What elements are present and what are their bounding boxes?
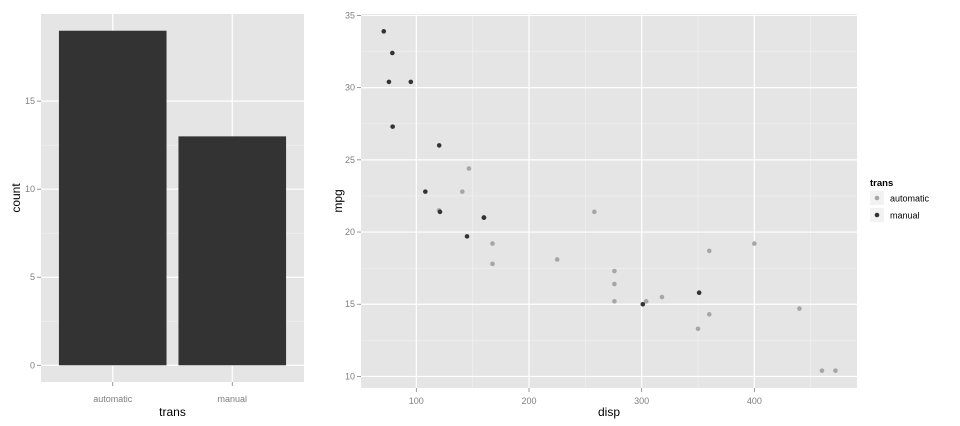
point-automatic (695, 326, 701, 332)
point-automatic (554, 257, 560, 262)
point-automatic (612, 299, 617, 304)
scatter-chart-points (381, 29, 838, 373)
bar-chart-x-axis-title: trans (159, 405, 186, 419)
point-automatic (833, 368, 838, 373)
scatter-chart-panel (361, 14, 857, 388)
legend-label-automatic: automatic (890, 194, 930, 204)
bar-automatic (58, 30, 167, 366)
point-manual (390, 50, 395, 56)
scatter-chart-y-ticks: 10 15 20 25 30 35 (345, 10, 361, 381)
scatter-chart-y-tick-label: 30 (345, 83, 355, 93)
scatter-chart: 10 15 20 25 30 35 100 200 300 400 disp mpg trans… (331, 10, 930, 419)
point-manual (386, 79, 392, 85)
point-automatic (490, 241, 495, 246)
scatter-chart-y-tick-label: 35 (345, 10, 355, 20)
point-manual (437, 209, 443, 215)
scatter-chart-x-axis-title: disp (598, 405, 620, 419)
point-manual (481, 215, 487, 220)
bar-chart-y-ticks: 0 5 10 15 (25, 96, 41, 370)
point-automatic (643, 299, 649, 304)
point-automatic (706, 312, 712, 317)
point-manual (464, 234, 470, 239)
point-manual (436, 143, 442, 148)
scatter-chart-x-tick-label: 400 (747, 396, 762, 406)
scatter-chart-x-tick-label: 100 (409, 396, 424, 406)
bar-manual (178, 136, 287, 366)
bar-chart-y-tick-label: 0 (30, 360, 35, 370)
point-automatic (819, 368, 825, 373)
bar-chart: 0 5 10 15 automatic manual trans count (9, 14, 304, 419)
point-automatic (612, 281, 617, 287)
bar-chart-y-axis-title: count (9, 183, 23, 213)
scatter-chart-x-tick-label: 300 (634, 396, 649, 406)
scatter-chart-y-tick-label: 20 (345, 227, 355, 237)
legend-label-manual: manual (890, 211, 920, 221)
point-automatic (466, 166, 472, 171)
scatter-chart-y-axis-title: mpg (331, 189, 345, 212)
point-manual (423, 189, 428, 194)
point-automatic (752, 241, 757, 246)
point-automatic (706, 248, 712, 254)
scatter-chart-x-ticks: 100 200 300 400 (409, 388, 762, 406)
scatter-chart-x-tick-label: 200 (521, 396, 536, 406)
bar-chart-x-tick-label: automatic (93, 394, 133, 404)
scatter-chart-legend: trans automatic manual (870, 178, 930, 222)
bar-chart-y-tick-label: 15 (25, 96, 35, 106)
point-automatic (459, 189, 465, 194)
point-automatic (659, 294, 665, 300)
scatter-chart-y-tick-label: 25 (345, 155, 355, 165)
bar-chart-bars (58, 30, 287, 366)
point-manual (640, 301, 646, 307)
bar-chart-y-tick-label: 10 (25, 184, 35, 194)
point-automatic (592, 209, 597, 215)
point-automatic (612, 268, 617, 274)
legend-symbol-automatic (874, 195, 880, 201)
legend-symbol-manual (874, 212, 880, 218)
scatter-chart-gridlines (361, 14, 857, 388)
legend-title: trans (870, 178, 893, 189)
bar-chart-y-tick-label: 5 (30, 272, 35, 282)
bar-chart-x-tick-label: manual (218, 394, 248, 404)
point-manual (408, 79, 414, 85)
point-automatic (490, 261, 495, 267)
point-automatic (797, 306, 802, 311)
point-manual (696, 290, 702, 295)
bar-chart-x-ticks: automatic manual (93, 382, 247, 404)
scatter-chart-y-tick-label: 15 (345, 299, 355, 309)
point-manual (381, 29, 387, 34)
scatter-chart-y-tick-label: 10 (345, 371, 355, 381)
point-manual (390, 124, 395, 129)
